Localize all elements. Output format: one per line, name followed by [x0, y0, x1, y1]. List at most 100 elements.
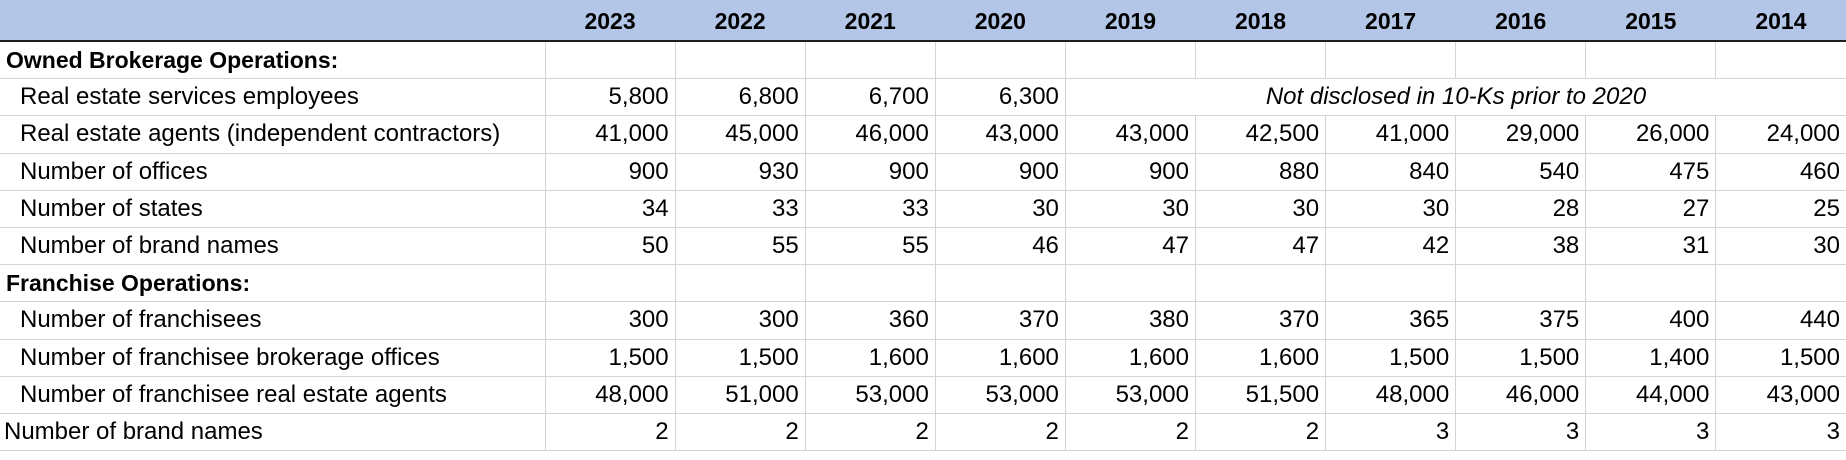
header-year-2015[interactable]: 2015 — [1585, 0, 1716, 42]
header-year-2014[interactable]: 2014 — [1715, 0, 1846, 42]
value-cell[interactable]: 43,000 — [1064, 115, 1196, 154]
value-cell[interactable]: 43,000 — [934, 115, 1066, 154]
section-title[interactable]: Owned Brokerage Operations: — [0, 41, 546, 80]
value-cell[interactable]: 30 — [1325, 190, 1456, 228]
value-cell[interactable]: 380 — [1064, 301, 1196, 340]
value-cell[interactable]: 900 — [1064, 153, 1196, 191]
value-cell[interactable]: 840 — [1325, 153, 1456, 191]
value-cell[interactable]: 25 — [1715, 190, 1846, 228]
empty-cell[interactable] — [934, 264, 1066, 303]
header-year-2018[interactable]: 2018 — [1195, 0, 1326, 42]
header-year-2020[interactable]: 2020 — [935, 0, 1066, 42]
header-year-2019[interactable]: 2019 — [1065, 0, 1196, 42]
row-label[interactable]: Real estate services employees — [0, 78, 546, 117]
value-cell[interactable]: 900 — [804, 153, 936, 191]
value-cell[interactable]: 3 — [1585, 413, 1716, 452]
empty-cell[interactable] — [804, 41, 936, 80]
value-cell[interactable]: 6,700 — [804, 78, 936, 117]
value-cell[interactable]: 53,000 — [934, 376, 1066, 414]
value-cell[interactable]: 930 — [674, 153, 806, 191]
value-cell[interactable]: 2 — [544, 413, 676, 452]
value-cell[interactable]: 55 — [674, 227, 806, 266]
value-cell[interactable]: 6,300 — [934, 78, 1066, 117]
value-cell[interactable]: 370 — [934, 301, 1066, 340]
value-cell[interactable]: 440 — [1715, 301, 1846, 340]
value-cell[interactable]: 1,500 — [1715, 339, 1846, 377]
value-cell[interactable]: 48,000 — [544, 376, 676, 414]
value-cell[interactable]: 46 — [934, 227, 1066, 266]
value-cell[interactable]: 53,000 — [1064, 376, 1196, 414]
empty-cell[interactable] — [934, 41, 1066, 80]
value-cell[interactable]: 41,000 — [1325, 115, 1456, 154]
value-cell[interactable]: 33 — [804, 190, 936, 228]
value-cell[interactable]: 900 — [934, 153, 1066, 191]
value-cell[interactable]: 375 — [1455, 301, 1586, 340]
row-label[interactable]: Number of brand names — [0, 227, 546, 266]
row-label[interactable]: Real estate agents (independent contract… — [0, 115, 546, 154]
value-cell[interactable]: 43,000 — [1715, 376, 1846, 414]
row-label[interactable]: Number of franchisee real estate agents — [0, 376, 546, 414]
value-cell[interactable]: 51,000 — [674, 376, 806, 414]
empty-cell[interactable] — [1715, 264, 1846, 303]
value-cell[interactable]: 460 — [1715, 153, 1846, 191]
value-cell[interactable]: 3 — [1715, 413, 1846, 452]
value-cell[interactable]: 1,500 — [1455, 339, 1586, 377]
value-cell[interactable]: 2 — [934, 413, 1066, 452]
empty-cell[interactable] — [1455, 41, 1586, 80]
value-cell[interactable]: 300 — [674, 301, 806, 340]
value-cell[interactable]: 55 — [804, 227, 936, 266]
value-cell[interactable]: 33 — [674, 190, 806, 228]
value-cell[interactable]: 3 — [1455, 413, 1586, 452]
empty-cell[interactable] — [674, 264, 806, 303]
value-cell[interactable]: 1,600 — [804, 339, 936, 377]
value-cell[interactable]: 47 — [1064, 227, 1196, 266]
value-cell[interactable]: 29,000 — [1455, 115, 1586, 154]
row-label[interactable]: Number of franchisee brokerage offices — [0, 339, 546, 377]
value-cell[interactable]: 360 — [804, 301, 936, 340]
empty-cell[interactable] — [544, 41, 676, 80]
value-cell[interactable]: 38 — [1455, 227, 1586, 266]
not-disclosed-note[interactable]: Not disclosed in 10-Ks prior to 2020 — [1064, 78, 1846, 117]
empty-cell[interactable] — [544, 264, 676, 303]
empty-cell[interactable] — [1325, 41, 1456, 80]
value-cell[interactable]: 2 — [1064, 413, 1196, 452]
value-cell[interactable]: 46,000 — [804, 115, 936, 154]
value-cell[interactable]: 880 — [1194, 153, 1326, 191]
empty-cell[interactable] — [1194, 41, 1326, 80]
value-cell[interactable]: 26,000 — [1585, 115, 1716, 154]
value-cell[interactable]: 1,500 — [544, 339, 676, 377]
value-cell[interactable]: 51,500 — [1194, 376, 1326, 414]
value-cell[interactable]: 34 — [544, 190, 676, 228]
value-cell[interactable]: 900 — [544, 153, 676, 191]
value-cell[interactable]: 2 — [804, 413, 936, 452]
header-year-2023[interactable]: 2023 — [545, 0, 676, 42]
value-cell[interactable]: 27 — [1585, 190, 1716, 228]
header-year-2016[interactable]: 2016 — [1455, 0, 1586, 42]
value-cell[interactable]: 1,600 — [934, 339, 1066, 377]
value-cell[interactable]: 1,400 — [1585, 339, 1716, 377]
value-cell[interactable]: 400 — [1585, 301, 1716, 340]
header-year-2017[interactable]: 2017 — [1325, 0, 1456, 42]
header-corner-cell[interactable] — [0, 0, 546, 42]
value-cell[interactable]: 30 — [1715, 227, 1846, 266]
value-cell[interactable]: 1,500 — [674, 339, 806, 377]
value-cell[interactable]: 3 — [1325, 413, 1456, 452]
value-cell[interactable]: 2 — [1194, 413, 1326, 452]
empty-cell[interactable] — [674, 41, 806, 80]
empty-cell[interactable] — [1064, 264, 1196, 303]
empty-cell[interactable] — [1585, 264, 1716, 303]
empty-cell[interactable] — [1585, 41, 1716, 80]
section-title[interactable]: Franchise Operations: — [0, 264, 546, 303]
value-cell[interactable]: 46,000 — [1455, 376, 1586, 414]
empty-cell[interactable] — [1455, 264, 1586, 303]
value-cell[interactable]: 30 — [1194, 190, 1326, 228]
header-year-2021[interactable]: 2021 — [805, 0, 936, 42]
empty-cell[interactable] — [1064, 41, 1196, 80]
value-cell[interactable]: 24,000 — [1715, 115, 1846, 154]
value-cell[interactable]: 540 — [1455, 153, 1586, 191]
value-cell[interactable]: 44,000 — [1585, 376, 1716, 414]
value-cell[interactable]: 1,600 — [1194, 339, 1326, 377]
empty-cell[interactable] — [1325, 264, 1456, 303]
value-cell[interactable]: 47 — [1194, 227, 1326, 266]
value-cell[interactable]: 41,000 — [544, 115, 676, 154]
